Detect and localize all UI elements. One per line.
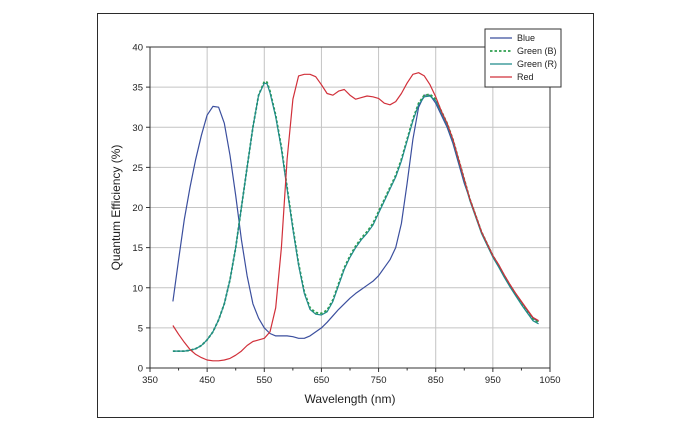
x-tick-label: 550	[256, 375, 272, 386]
y-tick-label: 5	[138, 323, 143, 334]
x-tick-label: 750	[371, 375, 387, 386]
series-line-green-b	[172, 80, 540, 352]
y-tick-label: 20	[132, 203, 143, 214]
legend-label: Blue	[517, 33, 535, 43]
x-tick-label: 450	[199, 375, 215, 386]
x-axis-title: Wavelength (nm)	[305, 392, 396, 406]
y-tick-label: 30	[132, 123, 143, 134]
x-tick-label: 850	[428, 375, 444, 386]
y-tick-label: 15	[132, 243, 143, 254]
legend-label: Green (B)	[517, 46, 557, 56]
y-tick-label: 0	[138, 364, 143, 375]
legend-label: Green (R)	[517, 59, 557, 69]
series-line-blue	[172, 94, 539, 339]
y-tick-label: 10	[132, 283, 143, 294]
grid	[150, 47, 550, 368]
y-tick-label: 35	[132, 83, 143, 94]
chart-frame: 350 450 550 650 750 850 950 1050 0 5 10 15 20 25 30 35 4…	[97, 13, 594, 418]
x-tick-label: 650	[313, 375, 329, 386]
x-tick-label: 350	[142, 375, 158, 386]
series-line-red	[172, 72, 539, 362]
y-axis-title: Quantum Efficiency (%)	[109, 145, 123, 271]
legend-label: Red	[517, 72, 534, 82]
y-tick-label: 40	[132, 43, 143, 54]
series-line-green-r	[172, 82, 539, 352]
qe-line-chart: 350 450 550 650 750 850 950 1050 0 5 10 15 20 25 30 35 4…	[109, 28, 562, 406]
series-lines	[172, 72, 540, 362]
axis-ticks: 350 450 550 650 750 850 950 1050 0 5 10 15 20 25 30 35 4…	[132, 43, 560, 387]
legend: Blue Green (B) Green (R) Red	[484, 28, 562, 88]
x-tick-label: 950	[485, 375, 501, 386]
y-tick-label: 25	[132, 163, 143, 174]
x-tick-label: 1050	[539, 375, 560, 386]
